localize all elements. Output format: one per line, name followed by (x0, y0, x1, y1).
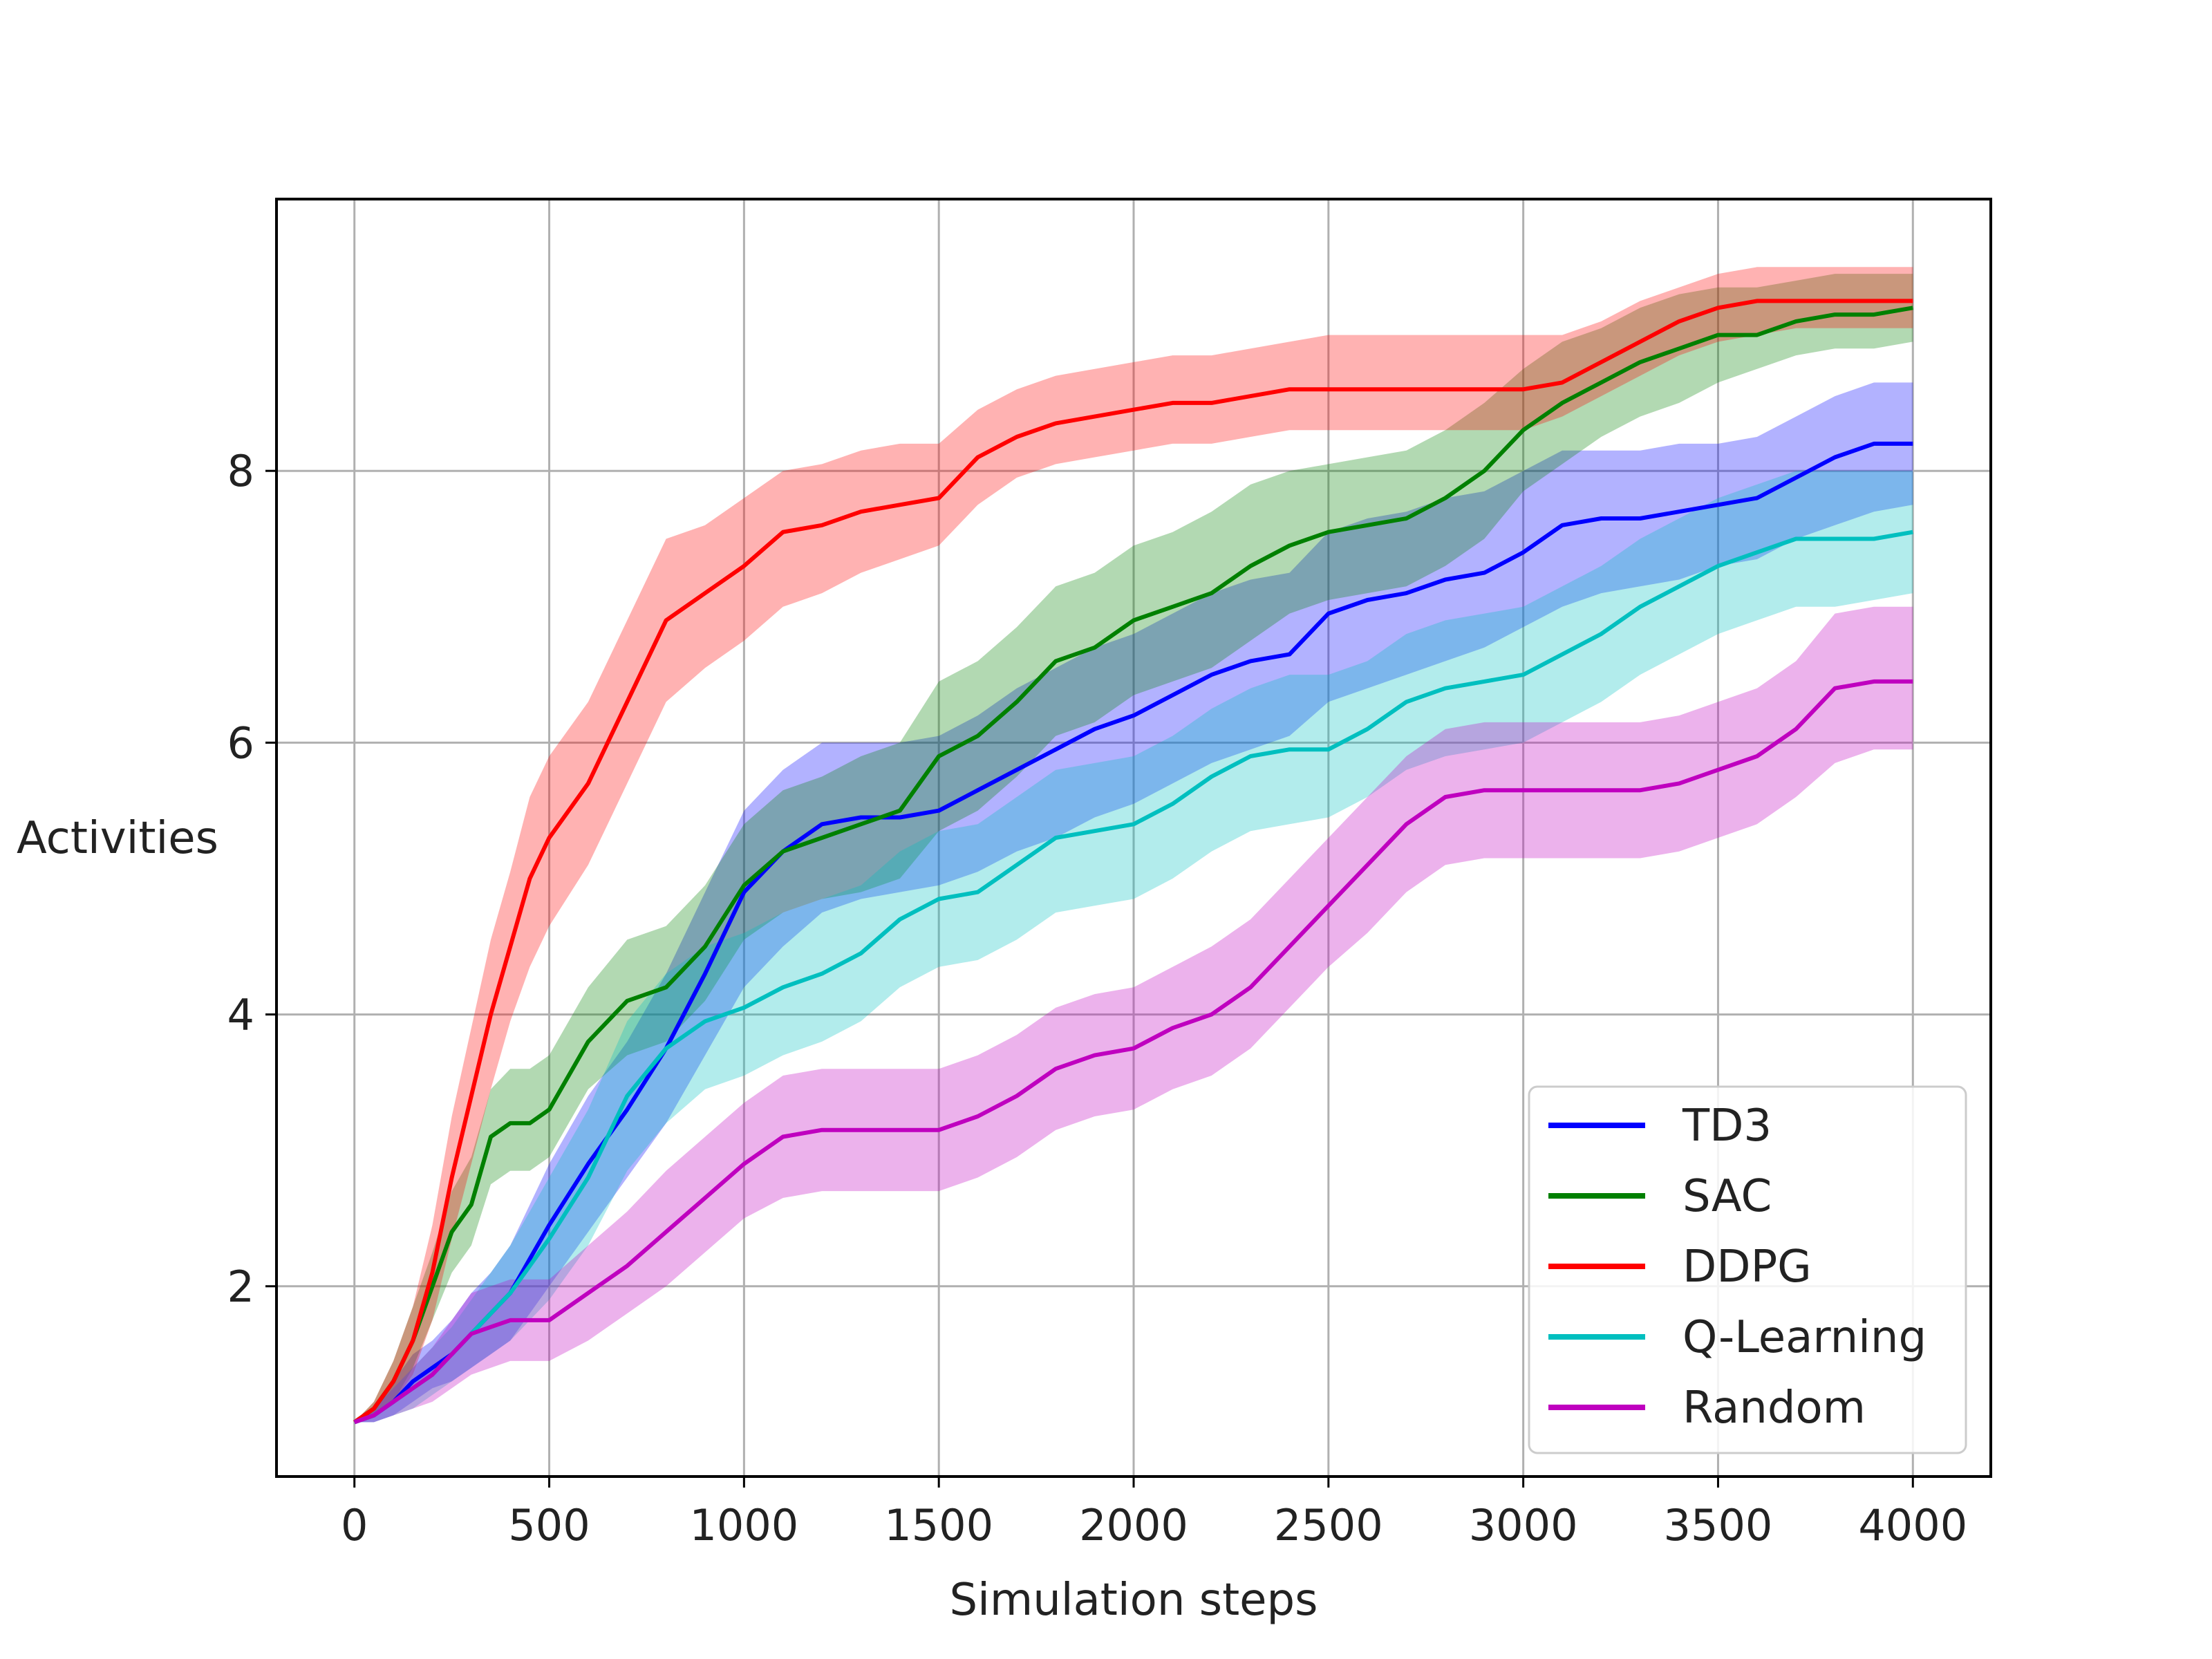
x-tick-label: 1500 (884, 1500, 993, 1550)
x-tick-label: 3000 (1469, 1500, 1578, 1550)
legend-label-td3: TD3 (1682, 1100, 1772, 1152)
ddpg-band (354, 267, 1913, 1423)
legend-label-random: Random (1683, 1382, 1866, 1434)
y-tick-label: 4 (227, 990, 254, 1040)
q-learning-band (354, 471, 1913, 1423)
y-axis-ticks: 2 4 6 8 (227, 446, 276, 1312)
y-tick-label: 2 (227, 1262, 254, 1312)
x-tick-label: 1000 (689, 1500, 798, 1550)
x-tick-label: 2000 (1079, 1500, 1188, 1550)
y-axis-label: Activities (17, 813, 218, 864)
sac-line (353, 306, 1913, 1424)
x-axis-ticks: 0 500 1000 1500 2000 2500 3000 3500 4000 (341, 1477, 1967, 1550)
legend-label-ddpg: DDPG (1683, 1241, 1812, 1293)
x-tick-label: 4000 (1858, 1500, 1967, 1550)
random-band (354, 606, 1913, 1423)
q-learning-line (353, 529, 1913, 1425)
legend: TD3 SAC DDPG Q-Learning Random (1528, 1085, 1967, 1454)
y-tick-label: 8 (227, 446, 254, 496)
x-tick-label: 3500 (1664, 1500, 1773, 1550)
x-tick-label: 0 (341, 1500, 368, 1550)
x-axis-label: Simulation steps (949, 1575, 1318, 1626)
x-tick-label: 2500 (1274, 1500, 1383, 1550)
legend-label-q-learning: Q-Learning (1683, 1312, 1927, 1363)
legend-box (1528, 1085, 1967, 1454)
y-tick-label: 6 (227, 718, 254, 768)
series-lines (353, 299, 1913, 1425)
ddpg-line (353, 299, 1913, 1424)
x-tick-label: 500 (508, 1500, 590, 1550)
legend-label-sac: SAC (1683, 1171, 1772, 1222)
random-line (353, 679, 1913, 1425)
